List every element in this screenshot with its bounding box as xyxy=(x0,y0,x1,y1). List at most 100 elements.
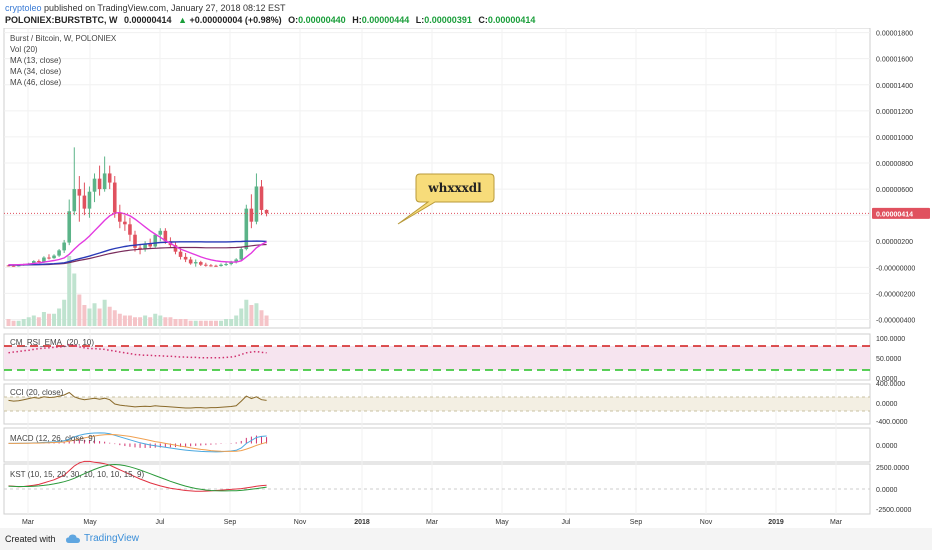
candle-body xyxy=(6,265,11,267)
time-tick-label: Sep xyxy=(224,519,237,526)
volume-bar xyxy=(72,273,77,326)
price-tick-label: 0.00000600 xyxy=(876,187,913,194)
candle-body xyxy=(97,178,102,190)
candle-body xyxy=(239,249,244,260)
kst-signal-line xyxy=(8,463,267,492)
volume-bar xyxy=(21,319,26,326)
high-value: 0.00000444 xyxy=(361,15,410,25)
volume-bar xyxy=(117,313,122,326)
last-price: 0.00000414 xyxy=(124,15,172,25)
price-axis-ticks: 0.00001800 0.00001600 0.00001400 0.00001200… xyxy=(876,31,915,325)
symbol-line: POLONIEX:BURSTBTC, W 0.00000414 ▲ +0.000… xyxy=(5,14,535,26)
volume-bar xyxy=(107,306,112,326)
callout-bubble xyxy=(397,173,495,225)
volume-bar xyxy=(259,310,264,326)
volume-bar xyxy=(178,319,183,326)
volume-bar xyxy=(168,317,173,326)
change-up-icon: ▲ xyxy=(178,15,188,25)
volume-bar xyxy=(249,305,254,326)
volume-bar xyxy=(138,317,143,326)
candle-body xyxy=(204,264,208,266)
volume-bar xyxy=(97,308,102,326)
price-tick-label: 0.00001000 xyxy=(876,135,913,142)
candle-body xyxy=(72,189,77,212)
cci-label: CCI (20, close) xyxy=(10,388,64,397)
kst-line xyxy=(8,460,267,492)
time-tick-label: Mar xyxy=(426,519,439,526)
candle-body xyxy=(92,178,97,192)
volume-bar xyxy=(254,303,259,326)
volume-bar xyxy=(153,313,158,326)
rsi-band xyxy=(4,346,870,370)
candle-body xyxy=(11,265,16,267)
volume-bar xyxy=(183,319,188,326)
ma13-line xyxy=(8,211,267,266)
candle-body xyxy=(173,245,178,252)
candle-body xyxy=(128,224,132,235)
candles xyxy=(6,147,269,267)
price-change: +0.00000004 (+0.98%) xyxy=(189,15,282,25)
candle-body xyxy=(16,265,21,267)
volume-bar xyxy=(52,313,57,326)
volume-bar xyxy=(219,320,224,326)
kst-label: KST (10, 15, 20, 30, 10, 10, 10, 15, 9) xyxy=(10,470,145,479)
candle-body xyxy=(198,262,203,265)
volume-bar xyxy=(87,308,92,326)
candle-body xyxy=(123,221,127,225)
candle-body xyxy=(133,234,137,248)
volume-bar xyxy=(163,317,168,326)
time-tick-label: Nov xyxy=(700,519,713,526)
candle-body xyxy=(37,261,41,263)
annotation-callout[interactable]: whxxxdl xyxy=(397,173,495,225)
published-text: published on TradingView.com, January 27… xyxy=(44,3,286,13)
callout-text: whxxxdl xyxy=(427,181,482,195)
open-label: O: xyxy=(288,15,299,25)
candle-body xyxy=(143,243,147,250)
candle-body xyxy=(153,234,158,247)
cci-line xyxy=(8,391,267,409)
volume-bar xyxy=(16,320,21,326)
volume-bar xyxy=(127,315,132,326)
volume-bar xyxy=(31,315,36,326)
candle-body xyxy=(52,255,56,259)
time-tick-label: 2018 xyxy=(354,519,370,526)
rsi-tick-50: 50.0000 xyxy=(876,356,901,363)
volume-bar xyxy=(213,320,218,326)
chart-canvas[interactable]: 0.00001800 0.00001600 0.00001400 0.00001200… xyxy=(0,28,932,528)
volume-bar xyxy=(244,299,249,326)
volume-bar xyxy=(239,308,244,326)
volume-bar xyxy=(82,305,87,326)
volume-bar xyxy=(198,320,203,326)
macd-label: MACD (12, 26, close, 9) xyxy=(10,434,96,443)
kst-tick-neg2500: -2500.0000 xyxy=(876,507,912,514)
time-tick-label: Mar xyxy=(830,519,843,526)
volume-bar xyxy=(158,315,163,326)
created-with-text: Created with xyxy=(5,534,56,544)
rsi-line xyxy=(8,343,267,359)
candle-body xyxy=(188,259,193,264)
author-link[interactable]: cryptoleo xyxy=(5,3,42,13)
candle-body xyxy=(244,208,249,250)
volume-bar xyxy=(62,299,67,326)
candle-body xyxy=(77,189,82,196)
close-label: C: xyxy=(478,15,488,25)
candle-body xyxy=(118,212,122,222)
volume-bar xyxy=(92,303,97,326)
tradingview-brand-link[interactable]: TradingView xyxy=(84,533,140,544)
volume-bar xyxy=(112,310,117,326)
volume-bar xyxy=(11,320,16,326)
legend-title: Burst / Bitcoin, W, POLONIEX xyxy=(10,34,117,43)
volume-bar xyxy=(67,256,72,326)
high-label: H: xyxy=(352,15,362,25)
candle-body xyxy=(254,186,259,222)
volume-bar xyxy=(6,319,11,326)
volume-bar xyxy=(229,319,234,326)
candle-body xyxy=(178,251,183,257)
candle-body xyxy=(249,208,254,222)
last-price-label: 0.00000414 xyxy=(872,207,930,219)
gridlines xyxy=(4,28,870,514)
kst-tick-2500: 2500.0000 xyxy=(876,465,909,472)
candle-body xyxy=(158,230,163,235)
macd-signal-line xyxy=(8,433,267,452)
price-tick-label: 0.00000800 xyxy=(876,161,913,168)
